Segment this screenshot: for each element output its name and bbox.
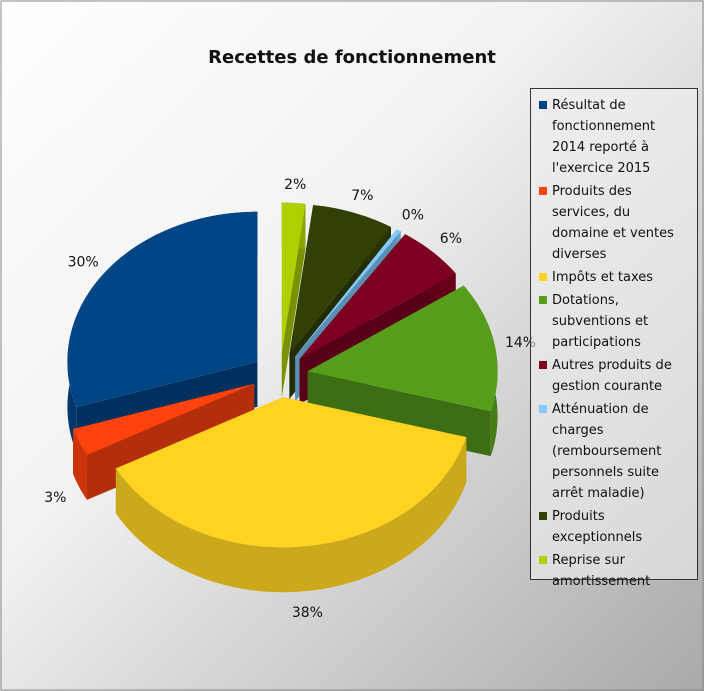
legend-label: Produits des services, du domaine et ven…	[552, 184, 674, 262]
legend-item: Impôts et taxes	[539, 267, 689, 288]
legend-swatch	[539, 361, 547, 369]
legend-swatch	[539, 405, 547, 413]
legend-item: Produits des services, du domaine et ven…	[539, 181, 689, 265]
legend-item: Reprise sur amortissement	[539, 550, 689, 592]
slice-top	[289, 205, 391, 354]
chart-title: Recettes de fonctionnement	[208, 47, 496, 68]
legend-item: Résultat de fonctionnement 2014 reporté …	[539, 95, 689, 179]
legend-label: Impôts et taxes	[552, 270, 654, 285]
data-label: 7%	[351, 188, 373, 204]
slice-top	[281, 202, 306, 353]
slice-top	[307, 285, 498, 412]
legend-label: Autres produits de gestion courante	[552, 358, 672, 394]
slice-top	[295, 229, 401, 357]
legend-swatch	[539, 273, 547, 281]
legend: Résultat de fonctionnement 2014 reporté …	[530, 88, 698, 589]
data-label: 0%	[402, 207, 424, 223]
slice	[281, 202, 306, 398]
slice-top	[67, 211, 258, 408]
legend-swatch	[539, 101, 547, 109]
legend-label: Reprise sur amortissement	[552, 553, 651, 589]
slice-top	[115, 397, 467, 548]
legend-item: Produits exceptionnels	[539, 506, 689, 548]
data-label: 3%	[44, 490, 66, 506]
legend-item: Dotations, subventions et participations	[539, 290, 689, 353]
data-label: 2%	[284, 177, 306, 193]
legend-label: Dotations, subventions et participations	[552, 293, 649, 350]
data-label: 14%	[505, 335, 536, 351]
slice	[115, 397, 467, 593]
legend-swatch	[539, 187, 547, 195]
data-label: 38%	[292, 605, 323, 621]
legend-item: Autres produits de gestion courante	[539, 355, 689, 397]
legend-label: Produits exceptionnels	[552, 509, 643, 545]
slice-top	[73, 383, 255, 455]
slice-wall	[73, 429, 87, 500]
slice-top	[299, 234, 456, 360]
legend-swatch	[539, 512, 547, 520]
legend-swatch	[539, 296, 547, 304]
legend-label: Résultat de fonctionnement 2014 reporté …	[552, 98, 656, 176]
data-label: 30%	[68, 255, 99, 271]
legend-label: Atténuation de charges (remboursement pe…	[552, 402, 662, 501]
data-label: 6%	[440, 231, 462, 247]
legend-swatch	[539, 556, 547, 564]
slice-wall	[115, 437, 467, 593]
legend-item: Atténuation de charges (remboursement pe…	[539, 399, 689, 504]
slice-side	[281, 203, 306, 398]
